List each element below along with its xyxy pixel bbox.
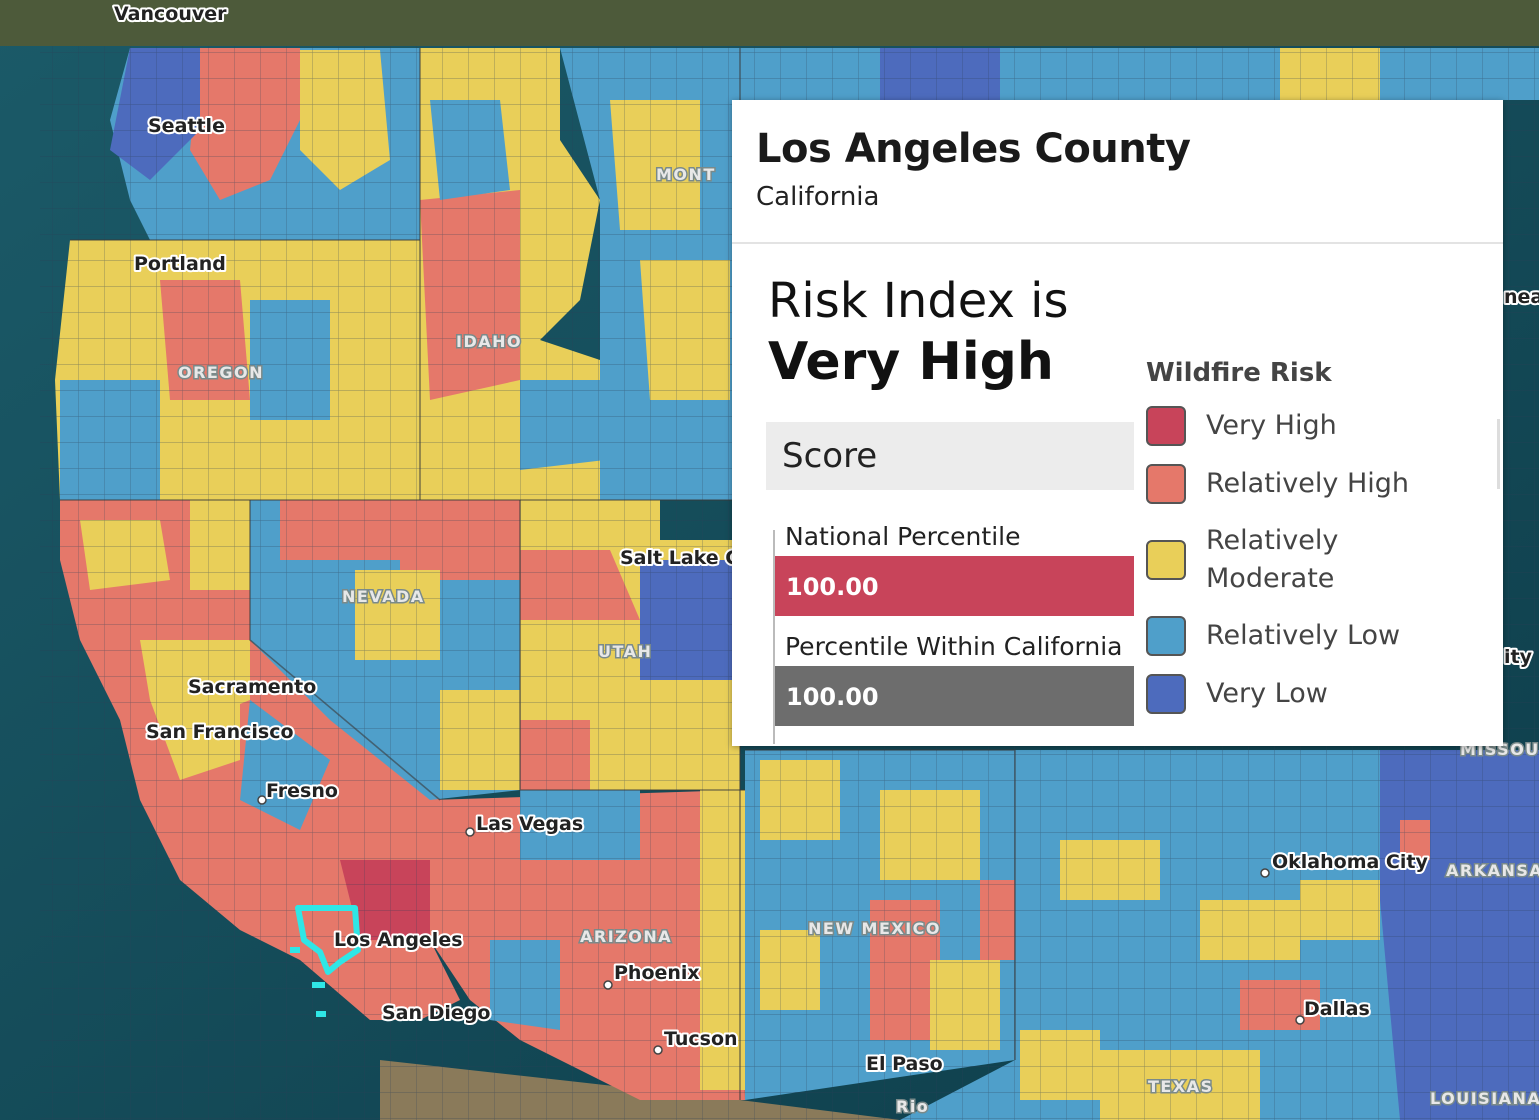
- city-label: El Paso: [866, 1053, 943, 1075]
- national-percentile-label: National Percentile: [785, 522, 1021, 551]
- risk-index-value: Very High: [768, 332, 1054, 392]
- city-label: Sacramento: [188, 676, 316, 698]
- canada-terrain: [0, 0, 1539, 46]
- city-label: Tucson: [664, 1028, 738, 1050]
- legend-label: Relatively High: [1206, 468, 1410, 499]
- legend-swatch: [1146, 540, 1186, 580]
- state-label: TEXAS: [1148, 1077, 1214, 1096]
- state-label: UTAH: [598, 642, 652, 661]
- state-label: NEW MEXICO: [808, 919, 941, 938]
- city-dot-dallas: [1295, 1015, 1305, 1025]
- city-label: San Diego: [382, 1002, 490, 1024]
- state-label: MONT: [656, 165, 716, 184]
- county-title: Los Angeles County: [756, 126, 1191, 172]
- legend-label: Very High: [1206, 410, 1337, 441]
- legend-item: Very Low: [1146, 674, 1496, 714]
- state-percentile-label: Percentile Within California: [785, 632, 1123, 661]
- clipped-label: nea: [1504, 286, 1539, 308]
- city-dot-oklahoma-city: [1260, 868, 1270, 878]
- state-label: ARKANSA: [1446, 861, 1539, 880]
- city-label: Las Vegas: [476, 813, 583, 835]
- city-label: Oklahoma City: [1272, 851, 1428, 873]
- legend-swatch: [1146, 406, 1186, 446]
- wildfire-risk-legend: Wildfire Risk Very High Relatively High …: [1146, 358, 1496, 732]
- city-label: Portland: [134, 253, 226, 275]
- city-label: San Francisco: [146, 721, 294, 743]
- city-label: Los Angeles: [334, 929, 463, 951]
- state-label: NEVADA: [342, 587, 425, 606]
- legend-swatch: [1146, 464, 1186, 504]
- clipped-label: ity: [1504, 646, 1533, 668]
- city-label: Phoenix: [614, 962, 700, 984]
- city-dot-phoenix: [603, 980, 613, 990]
- city-label: Vancouver: [114, 3, 227, 25]
- legend-item: Very High: [1146, 406, 1496, 446]
- legend-item: Relatively Low: [1146, 616, 1496, 656]
- county-popup[interactable]: Los Angeles County California Risk Index…: [732, 100, 1503, 746]
- city-label: Salt Lake C: [620, 547, 739, 569]
- city-label: Dallas: [1304, 998, 1370, 1020]
- city-label: Fresno: [266, 780, 338, 802]
- state-label: LOUISIANA: [1430, 1089, 1539, 1108]
- legend-label: Very Low: [1206, 678, 1328, 709]
- popup-scrollbar[interactable]: [1497, 419, 1500, 489]
- legend-title: Wildfire Risk: [1146, 358, 1332, 388]
- popup-body: Risk Index is Very High Score National P…: [732, 244, 1503, 744]
- state-label: OREGON: [178, 363, 264, 382]
- city-label: Seattle: [148, 115, 225, 137]
- legend-label: Relatively Moderate: [1206, 525, 1339, 594]
- legend-item: Relatively High: [1146, 464, 1496, 504]
- risk-index-label: Risk Index is: [768, 273, 1069, 329]
- state-percentile-bar: 100.00: [775, 666, 1134, 726]
- selected-county-outline[interactable]: [290, 905, 361, 1017]
- clipped-label: Rio: [896, 1097, 929, 1116]
- popup-header: Los Angeles County California: [732, 100, 1503, 244]
- legend-swatch: [1146, 674, 1186, 714]
- score-divider: [773, 530, 775, 744]
- legend-item: Relatively Moderate: [1146, 522, 1496, 598]
- score-header: Score: [766, 422, 1134, 490]
- legend-label: Relatively Low: [1206, 620, 1401, 651]
- state-label: IDAHO: [456, 332, 522, 351]
- city-dot-fresno: [257, 795, 267, 805]
- state-label: ARIZONA: [580, 927, 672, 946]
- city-dot-tucson: [653, 1045, 663, 1055]
- national-percentile-bar: 100.00: [775, 556, 1134, 616]
- state-subtitle: California: [756, 182, 880, 212]
- legend-swatch: [1146, 616, 1186, 656]
- city-dot-las-vegas: [465, 827, 475, 837]
